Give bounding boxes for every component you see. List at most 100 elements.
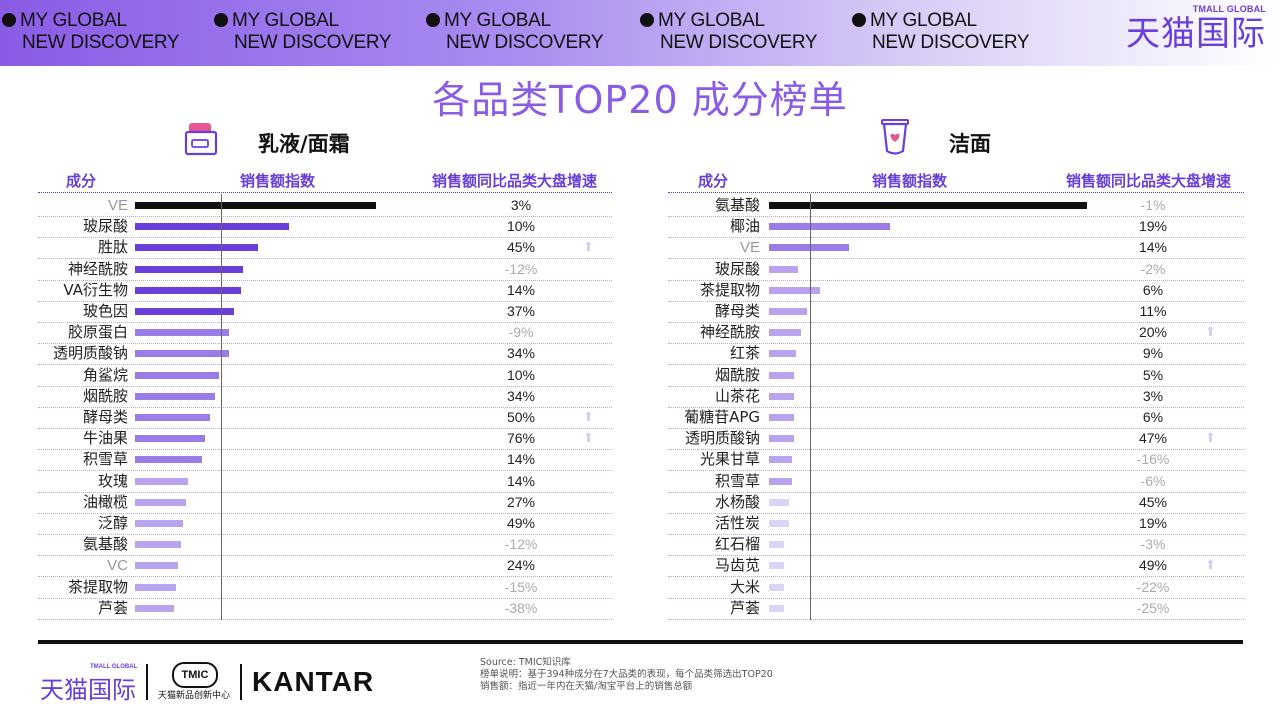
sales-index-bar: [135, 329, 229, 337]
growth-value: 11%: [1139, 303, 1167, 319]
slogan-line1: MY GLOBAL: [870, 10, 977, 31]
footer-tmall-global-sub: TMALL GLOBAL: [90, 664, 138, 670]
growth-value: -15%: [504, 578, 538, 595]
table-row: 胜肽 45% ⬆: [38, 237, 612, 260]
table-row: 胶原蛋白 -9%: [38, 322, 612, 345]
table-row: VC 24%: [38, 555, 612, 578]
growth-value: -1%: [1140, 197, 1166, 213]
table-row: 玫瑰 14%: [38, 471, 612, 493]
table-row: 水杨酸 45%: [668, 492, 1244, 514]
growth-value: 10%: [506, 218, 536, 235]
sales-index-bar: [135, 520, 184, 527]
ingredient-name: 活性炭: [714, 514, 760, 532]
table-row: 酵母类 11%: [668, 301, 1244, 323]
growth-value: 20%: [1138, 324, 1168, 341]
table-row: 神经酰胺 20% ⬆: [668, 322, 1244, 345]
reference-line: [221, 194, 222, 620]
trend-up-arrow-icon: ⬆: [1205, 325, 1216, 341]
sales-index-bar: [135, 244, 258, 252]
table-row: 光果甘草 -16%: [668, 449, 1244, 472]
trend-up-arrow-icon: ⬆: [1205, 431, 1216, 447]
table-row: 红茶 9%: [668, 343, 1244, 366]
slogan-line2: NEW DISCOVERY: [234, 32, 392, 53]
col-head-growth: 销售额同比品类大盘增速: [432, 172, 598, 190]
table-row: 牛油果 76% ⬆: [38, 428, 612, 451]
ingredient-name: 氨基酸: [82, 535, 128, 554]
slogan-line2: NEW DISCOVERY: [660, 32, 818, 53]
panel-title-lotion: 乳液/面霜: [258, 132, 350, 156]
page-title: 各品类TOP20 成分榜单: [432, 78, 848, 122]
ingredient-name: 葡糖苷APG: [684, 408, 760, 426]
col-head-ingredient: 成分: [66, 172, 97, 190]
trend-up-arrow-icon: ⬆: [583, 431, 594, 447]
table-row: 山茶花 3%: [668, 386, 1244, 408]
ingredient-name: 芦荟: [729, 598, 760, 617]
ingredient-name: 透明质酸钠: [52, 344, 128, 363]
ingredient-name: 积雪草: [82, 450, 128, 469]
ingredient-name: 透明质酸钠: [684, 429, 760, 448]
table-row: 透明质酸钠 47% ⬆: [668, 428, 1244, 451]
sales-index-bar: [769, 414, 795, 421]
sales-index-bar: [135, 392, 215, 400]
reference-line: [810, 194, 811, 620]
growth-value: -16%: [1136, 451, 1170, 468]
growth-value: 37%: [506, 303, 536, 319]
sales-index-bar: [769, 392, 795, 400]
ingredient-name: 茶提取物: [699, 280, 760, 299]
slogan-line1: MY GLOBAL: [20, 10, 127, 31]
sales-index-bar: [135, 435, 205, 443]
tmic-logo: TMIC: [172, 662, 218, 688]
growth-value: 6%: [1142, 409, 1164, 425]
lotion-jar-icon: [184, 123, 218, 156]
table-row: 油橄榄 27%: [38, 492, 612, 514]
table-row: 马齿苋 49% ⬆: [668, 555, 1244, 578]
growth-value: -6%: [1140, 472, 1166, 489]
ingredient-name: 氨基酸: [714, 196, 760, 214]
ingredient-name: 椰油: [729, 217, 760, 236]
footer-note-method: 榜单说明：基于394种成分在7大品类的表现，每个品类筛选出TOP20: [480, 669, 773, 680]
bullet-dot-icon: [2, 13, 16, 27]
ingredient-name: VE: [107, 197, 128, 214]
growth-value: -3%: [1140, 536, 1166, 553]
sales-index-bar: [135, 223, 290, 231]
col-head-ingredient: 成分: [698, 172, 729, 190]
growth-value: 76%: [506, 430, 536, 447]
growth-value: 45%: [506, 239, 536, 256]
footer-note-source: Source: TMIC知识库: [480, 657, 571, 668]
growth-value: 10%: [506, 366, 536, 383]
ingredient-name: 胜肽: [97, 238, 128, 257]
sales-index-bar: [769, 371, 795, 379]
sales-index-bar: [135, 202, 376, 209]
sales-index-bar: [135, 371, 220, 379]
growth-value: -9%: [508, 324, 534, 341]
cleanser-tube-icon: [881, 119, 909, 155]
sales-index-bar: [135, 265, 244, 273]
ingredient-name: VC: [107, 557, 128, 575]
sales-index-bar: [135, 583, 176, 591]
table-row: 活性炭 19%: [668, 513, 1244, 535]
ingredient-name: VE: [739, 239, 760, 257]
table-row: VE 3%: [38, 195, 612, 217]
slogan-line1: MY GLOBAL: [444, 10, 551, 31]
growth-value: -12%: [504, 536, 538, 553]
panel-title-cleanser: 洁面: [949, 132, 991, 156]
table-row: 葡糖苷APG 6%: [668, 407, 1244, 429]
table-row: 茶提取物 -15%: [38, 577, 612, 599]
table-row: 椰油 19%: [668, 216, 1244, 239]
table-row: 玻尿酸 10%: [38, 216, 612, 239]
ingredient-name: VA衍生物: [63, 280, 128, 299]
ingredient-name: 山茶花: [714, 386, 760, 405]
sales-index-bar: [135, 477, 189, 485]
growth-value: 9%: [1142, 345, 1164, 362]
table-row: 酵母类 50% ⬆: [38, 407, 612, 429]
trend-up-arrow-icon: ⬆: [583, 240, 594, 256]
growth-value: 24%: [506, 557, 536, 574]
top-banner: MY GLOBAL NEW DISCOVERY MY GLOBAL NEW DI…: [0, 0, 1280, 66]
sales-index-bar: [769, 265, 798, 273]
growth-value: 45%: [1138, 493, 1168, 510]
growth-value: -25%: [1136, 599, 1170, 616]
table-row: 大米 -22%: [668, 577, 1244, 599]
tmall-global-logo-sub: TMALL GLOBAL: [1192, 4, 1266, 14]
ingredient-name: 角鲨烷: [82, 365, 128, 384]
table-row: 泛醇 49%: [38, 513, 612, 535]
